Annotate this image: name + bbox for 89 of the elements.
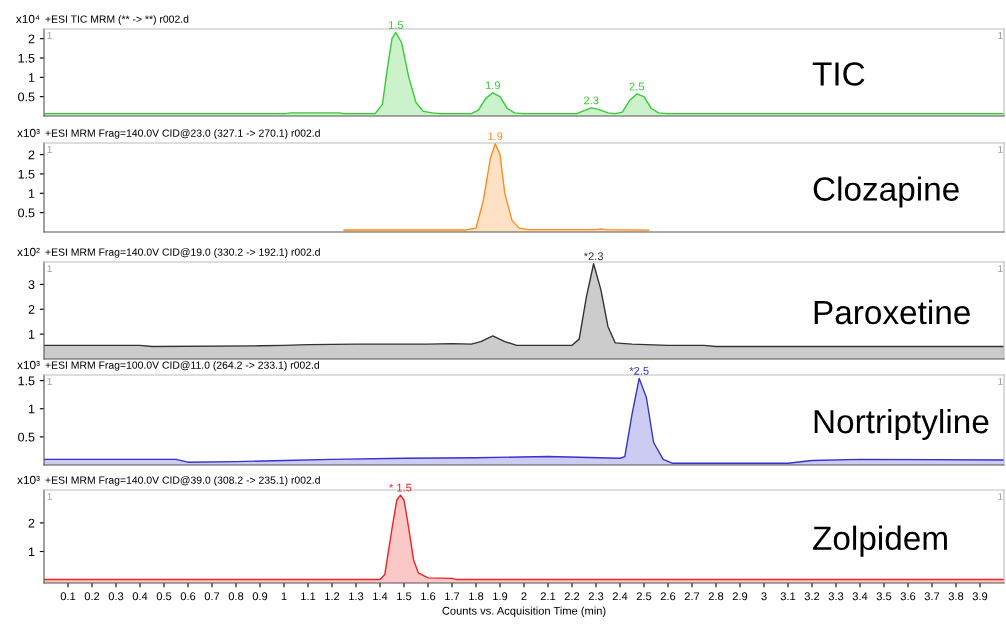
annotation: 1 [998, 31, 1003, 39]
y-axis-title: x10³ [17, 360, 40, 370]
x-tick-label: 0.3 [108, 592, 124, 601]
x-tick-label: 1.9 [493, 592, 508, 601]
annotation: 1 [998, 265, 1003, 272]
annotation: TIC [812, 62, 865, 86]
annotation: Zolpidem [813, 525, 947, 557]
annotation: Paroxetine [814, 299, 970, 325]
x-tick-label: 1.4 [373, 592, 388, 601]
y-tick-label: 2 [28, 518, 35, 528]
annotation: 1 [998, 493, 1003, 500]
x-tick-label: 1.7 [445, 592, 460, 601]
x-tick-label: 3 [761, 592, 767, 601]
y-tick-label: 2 [28, 34, 35, 44]
annotation: 1 [47, 265, 52, 272]
annotation: 1 [47, 378, 52, 385]
x-tick-label: 2.6 [660, 592, 676, 601]
chart-title: +ESI TIC MRM (** -> **) r002.d [45, 15, 189, 25]
y-tick-label: 1 [28, 404, 35, 414]
x-tick-label: 3.6 [900, 592, 916, 601]
x-tick-label: 0.6 [180, 592, 196, 601]
y-tick-label: 1 [28, 330, 35, 339]
x-tick-label: 0.5 [156, 592, 172, 601]
x-tick-label: 3.4 [852, 592, 868, 601]
annotation: 1 [47, 493, 52, 500]
y-tick-label: 1 [28, 189, 35, 198]
x-tick-label: 1.3 [349, 592, 364, 601]
annotation: 1 [47, 146, 52, 153]
chart-title: +ESI MRM Frag=140.0V CID@39.0 (308.2 -> 235.1) r002.d [45, 476, 320, 486]
annotation: 1.9 [485, 81, 500, 90]
annotation: 1 [998, 146, 1003, 153]
y-tick-label: 1.5 [18, 53, 35, 63]
annotation: * 1.5 [389, 483, 412, 492]
x-tick-label: 0.8 [228, 592, 244, 601]
annotation: 2.5 [629, 82, 645, 91]
x-tick-label: 1.8 [469, 592, 484, 601]
x-tick-label: 3.9 [972, 592, 988, 601]
annotation: 1 [998, 378, 1003, 385]
x-tick-label: 2 [521, 592, 527, 601]
x-tick-label: 1.6 [421, 592, 436, 601]
x-tick-label: 2.1 [540, 592, 556, 601]
x-tick-label: 0.2 [84, 592, 100, 601]
y-axis-title: x10² [17, 247, 40, 257]
y-tick-label: 1 [28, 73, 35, 82]
annotation: 1.9 [488, 132, 503, 141]
x-tick-label: 2.5 [636, 592, 652, 601]
y-axis-title: x10³ [17, 128, 40, 138]
y-tick-label: 0.5 [18, 432, 35, 442]
x-tick-label: 3.3 [828, 592, 844, 601]
y-tick-label: 2 [28, 150, 35, 160]
y-tick-label: 0.5 [18, 92, 35, 102]
y-tick-label: 3 [28, 280, 35, 290]
x-tick-label: 3.7 [924, 592, 940, 601]
x-axis-title: Counts vs. Acquisition Time (min) [442, 606, 606, 617]
x-tick-label: 3.5 [876, 592, 892, 601]
annotation: *2.5 [629, 366, 649, 375]
x-tick-label: 0.4 [132, 592, 148, 601]
x-tick-label: 2.9 [732, 592, 748, 601]
x-tick-label: 0.7 [204, 592, 220, 601]
x-tick-label: 2.3 [588, 592, 604, 601]
y-tick-label: 1.5 [18, 376, 35, 386]
y-tick-label: 1 [28, 547, 35, 557]
x-tick-label: 1.5 [397, 592, 412, 601]
chart-title: +ESI MRM Frag=140.0V CID@23.0 (327.1 -> 270.1) r002.d [45, 129, 320, 139]
x-tick-label: 0.1 [60, 592, 76, 601]
y-tick-label: 2 [28, 305, 35, 314]
x-tick-label: 3.8 [948, 592, 964, 601]
x-tick-label: 2.7 [684, 592, 700, 601]
y-tick-label: 1.5 [18, 169, 35, 179]
y-axis-title: x10⁴ [16, 14, 40, 24]
annotation: 1 [47, 31, 52, 39]
y-tick-label: 0.5 [18, 208, 35, 218]
x-tick-label: 3.1 [780, 592, 796, 601]
y-axis-title: x10³ [17, 475, 40, 485]
x-tick-label: 2.8 [708, 592, 724, 601]
annotation: 1.5 [388, 21, 404, 29]
x-tick-label: 1.1 [301, 592, 316, 601]
x-tick-label: 0.9 [252, 592, 268, 601]
x-tick-label: 3.2 [804, 592, 820, 601]
annotation: 2.3 [584, 96, 599, 105]
x-tick-label: 2.4 [612, 592, 628, 601]
chart-title: +ESI MRM Frag=140.0V CID@19.0 (330.2 -> 192.1) r002.d [45, 248, 320, 258]
x-tick-label: 1.2 [325, 592, 340, 601]
annotation: Nortriptyline [814, 408, 989, 441]
x-tick-label: 1 [281, 592, 287, 601]
x-tick-label: 2.2 [564, 592, 580, 601]
annotation: *2.3 [583, 252, 603, 261]
annotation: Clozapine [813, 176, 959, 208]
chart-title: +ESI MRM Frag=100.0V CID@11.0 (264.2 -> 233.1) r002.d [45, 361, 320, 371]
